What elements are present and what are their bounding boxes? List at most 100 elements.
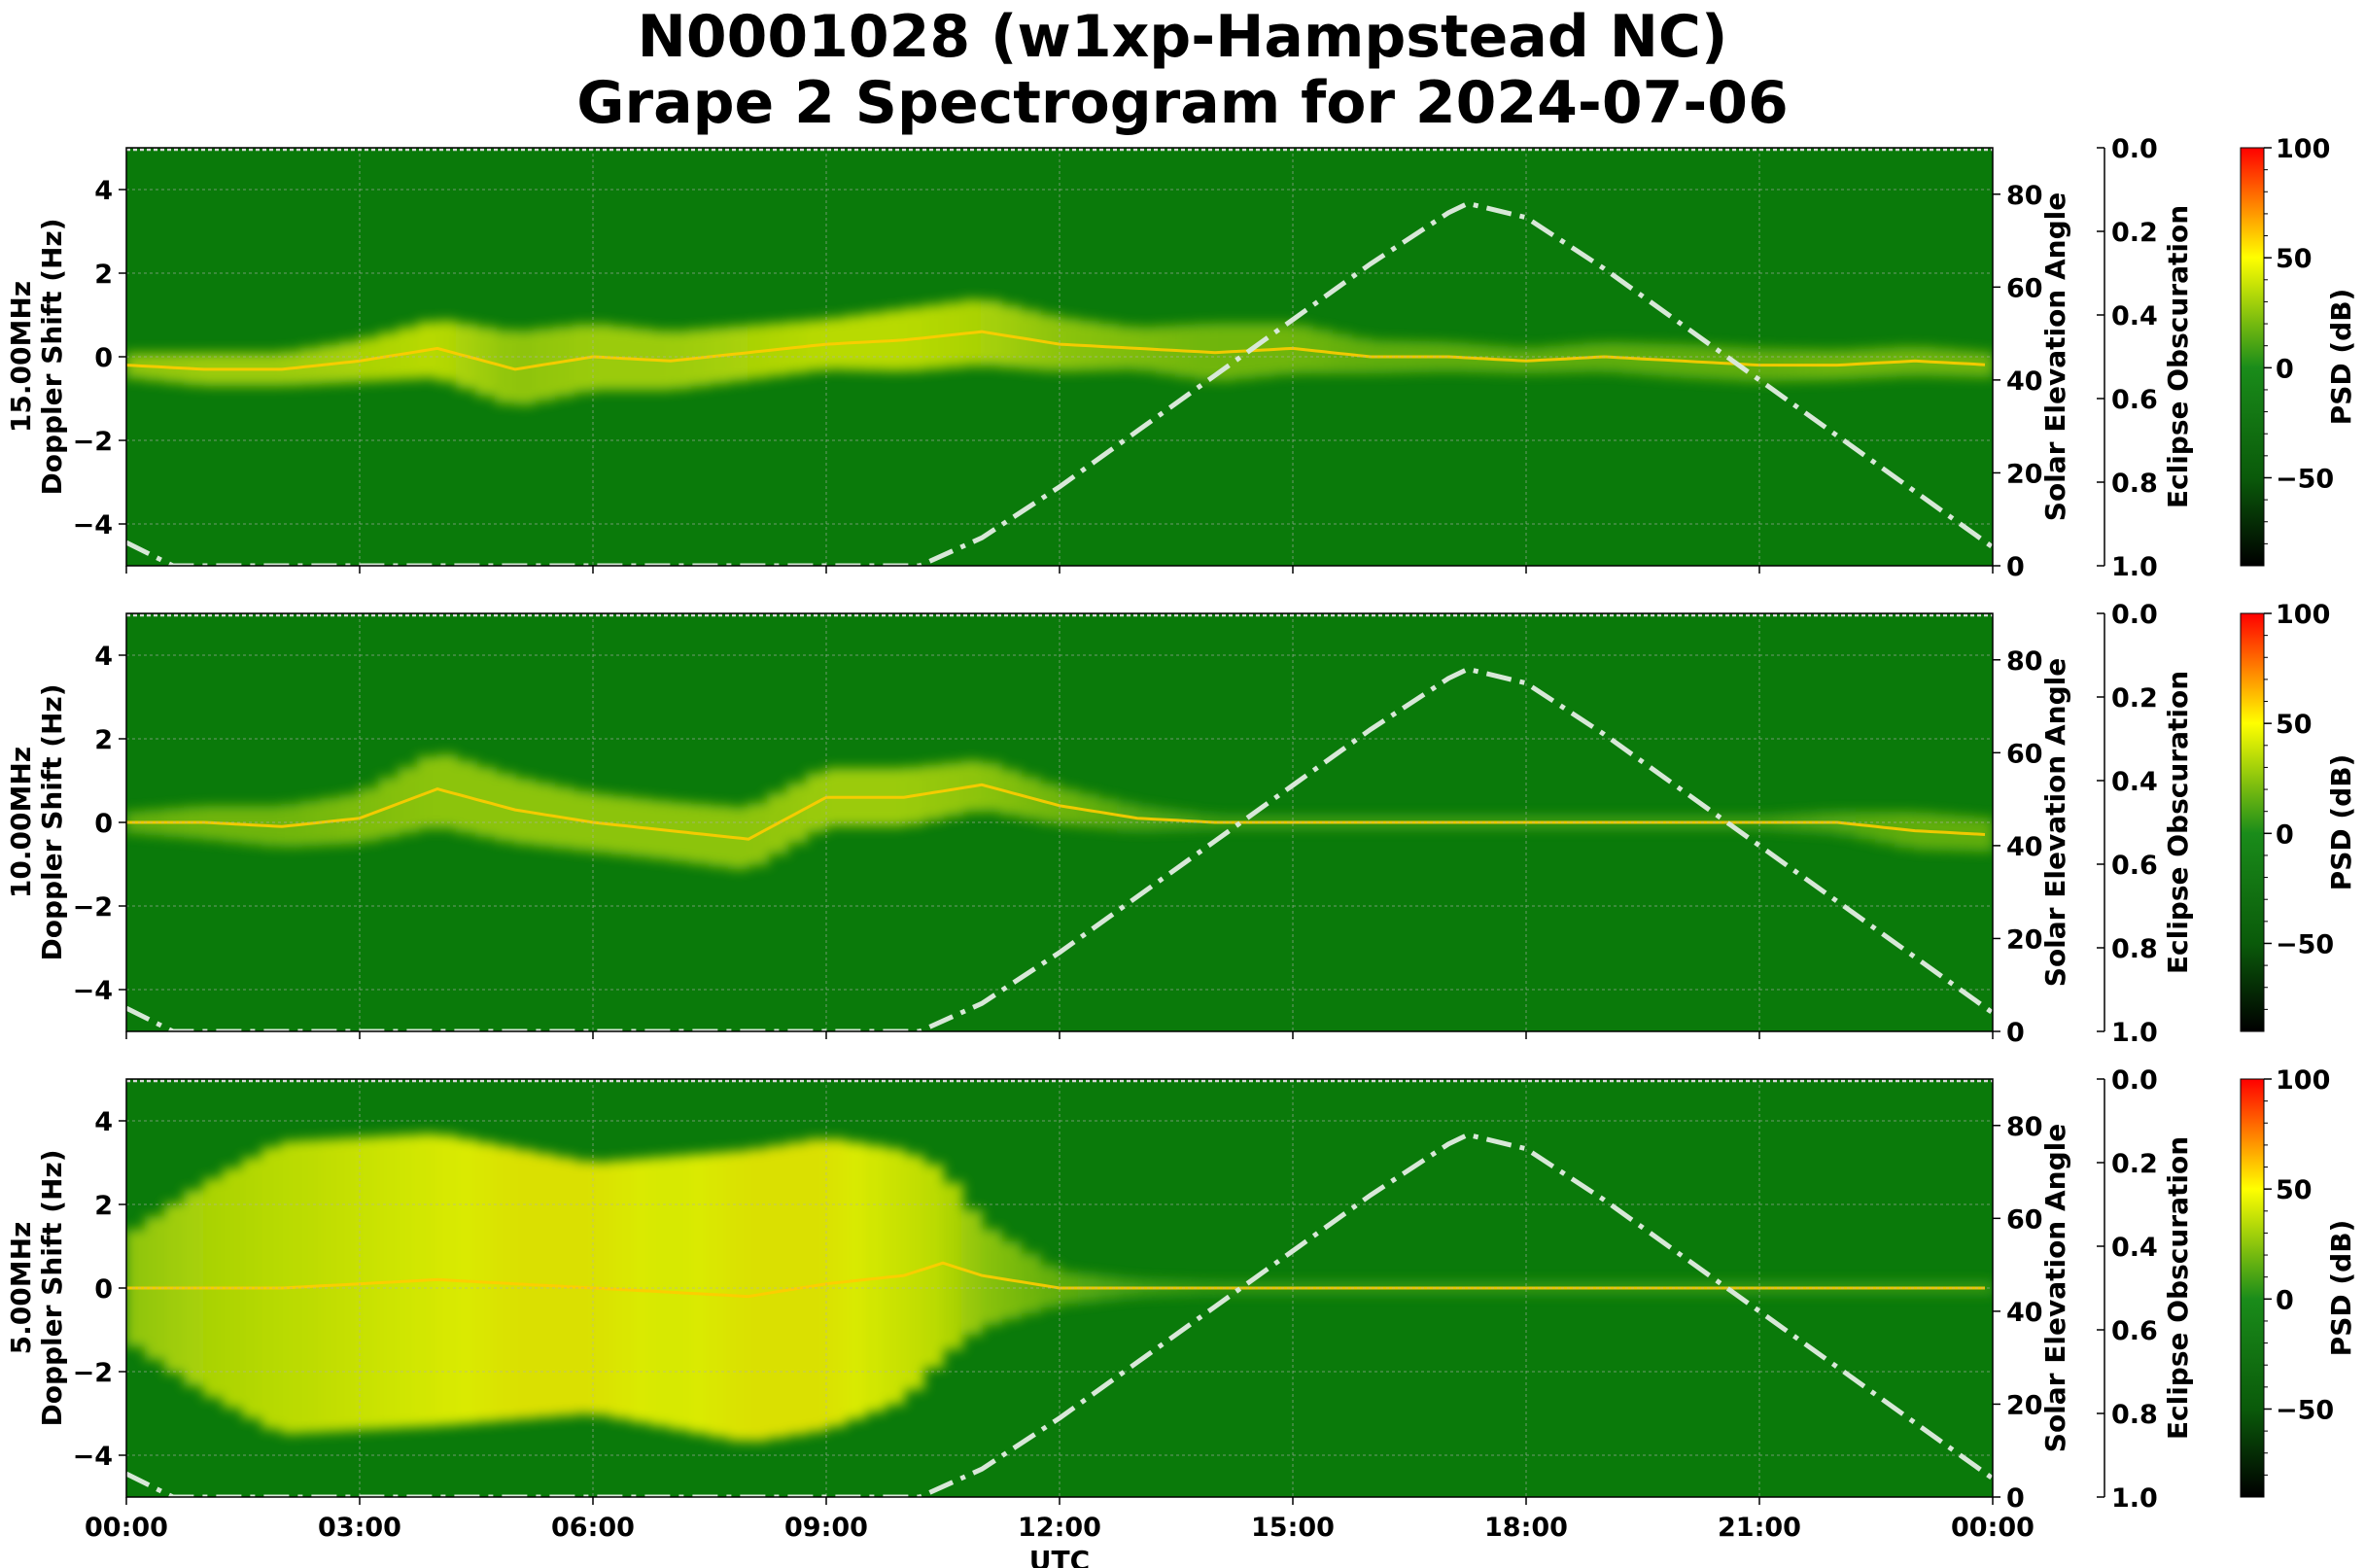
solar-tick-label: 20 xyxy=(2006,459,2043,489)
y-tick-label: −4 xyxy=(73,1442,113,1472)
y-tick-label: 2 xyxy=(94,260,113,290)
solar-tick-label: 0 xyxy=(2006,1483,2025,1514)
colorbar-tick-label: 100 xyxy=(2276,134,2330,164)
eclipse-obscuration-axis-label: Eclipse Obscuration xyxy=(2162,671,2194,974)
psd-colorbar xyxy=(2240,1078,2265,1498)
eclipse-tick-label: 1.0 xyxy=(2111,1483,2158,1514)
solar-tick-label: 20 xyxy=(2006,924,2043,955)
solar-elevation-axis-label: Solar Elevation Angle xyxy=(2039,192,2071,521)
colorbar-label: PSD (dB) xyxy=(2325,289,2357,426)
solar-elevation-axis-label: Solar Elevation Angle xyxy=(2039,1124,2071,1452)
eclipse-tick-label: 0.8 xyxy=(2111,934,2158,964)
doppler-axis-label: Doppler Shift (Hz) xyxy=(36,1149,68,1426)
x-tick-label: 09:00 xyxy=(784,1513,868,1543)
eclipse-tick-label: 0.6 xyxy=(2111,385,2158,415)
eclipse-tick-label: 0.0 xyxy=(2111,134,2158,164)
y-tick-label: 0 xyxy=(94,1274,113,1305)
colorbar-tick-label: 0 xyxy=(2276,354,2294,384)
x-tick-label: 15:00 xyxy=(1251,1513,1335,1543)
spectrogram-panel-3: −4 −2 0 2 4 5.00MHz Doppler Shift (Hz) 00:00 03:… xyxy=(5,1065,2357,1568)
eclipse-tick-label: 0.4 xyxy=(2111,1233,2158,1263)
solar-elevation-axis-label: Solar Elevation Angle xyxy=(2039,658,2071,987)
x-axis-label: UTC xyxy=(1029,1545,1090,1568)
y-tick-label: 4 xyxy=(94,1107,113,1137)
eclipse-tick-label: 0.8 xyxy=(2111,1400,2158,1430)
doppler-trace-line xyxy=(126,330,1986,371)
colorbar-tick-label: −50 xyxy=(2276,929,2334,959)
eclipse-tick-label: 1.0 xyxy=(2111,552,2158,582)
doppler-axis-label: Doppler Shift (Hz) xyxy=(36,218,68,495)
eclipse-tick-label: 0.2 xyxy=(2111,1149,2158,1179)
eclipse-tick-label: 0.4 xyxy=(2111,301,2158,331)
x-tick-label: 18:00 xyxy=(1484,1513,1568,1543)
eclipse-tick-label: 1.0 xyxy=(2111,1018,2158,1048)
eclipse-tick-label: 0.0 xyxy=(2111,1065,2158,1096)
y-tick-label: 2 xyxy=(94,725,113,755)
colorbar-tick-label: 50 xyxy=(2276,244,2313,274)
solar-tick-label: 20 xyxy=(2006,1390,2043,1420)
y-tick-label: 2 xyxy=(94,1191,113,1221)
colorbar-tick-label: 50 xyxy=(2276,1175,2313,1205)
doppler-signal xyxy=(126,299,1993,405)
solar-tick-label: 40 xyxy=(2006,832,2043,862)
colorbar-label: PSD (dB) xyxy=(2325,1220,2357,1357)
solar-tick-label: 60 xyxy=(2006,1204,2043,1235)
colorbar-tick-label: 100 xyxy=(2276,1065,2330,1096)
colorbar-tick-label: −50 xyxy=(2276,1395,2334,1425)
y-tick-label: −2 xyxy=(73,892,113,923)
grid-lines xyxy=(125,1079,1994,1497)
y-tick-label: −4 xyxy=(73,510,113,540)
y-tick-label: 0 xyxy=(94,343,113,373)
solar-tick-label: 60 xyxy=(2006,739,2043,769)
colorbar-tick-label: −50 xyxy=(2276,464,2334,494)
y-tick-label: −2 xyxy=(73,427,113,457)
solar-tick-label: 80 xyxy=(2006,1112,2043,1142)
doppler-signal xyxy=(126,1133,1993,1442)
eclipse-tick-label: 0.6 xyxy=(2111,1316,2158,1346)
colorbar-tick-label: 0 xyxy=(2276,1285,2294,1315)
solar-tick-label: 0 xyxy=(2006,1018,2025,1048)
y-tick-label: 4 xyxy=(94,642,113,672)
panel-frequency-label: 15.00MHz xyxy=(5,281,37,433)
x-tick-label: 00:00 xyxy=(1951,1513,2035,1543)
x-tick-label: 00:00 xyxy=(85,1513,168,1543)
doppler-axis-label: Doppler Shift (Hz) xyxy=(36,683,68,960)
y-tick-label: 4 xyxy=(94,176,113,206)
spectrogram-panel-1: −4 −2 0 2 4 15.00MHz Doppler Shift (Hz) 0 20 40 60… xyxy=(5,134,2357,582)
doppler-trace-line xyxy=(126,783,1986,841)
solar-tick-label: 40 xyxy=(2006,366,2043,397)
panel-frequency-label: 10.00MHz xyxy=(5,747,37,898)
eclipse-obscuration-axis-label: Eclipse Obscuration xyxy=(2162,1136,2194,1440)
colorbar-tick-label: 0 xyxy=(2276,819,2294,850)
psd-colorbar xyxy=(2240,147,2265,567)
eclipse-tick-label: 0.2 xyxy=(2111,683,2158,714)
grid-lines xyxy=(125,613,1994,1031)
solar-elevation-line xyxy=(126,1132,1993,1497)
eclipse-obscuration-axis-label: Eclipse Obscuration xyxy=(2162,205,2194,508)
doppler-trace-line xyxy=(126,1261,1985,1299)
eclipse-tick-label: 0.0 xyxy=(2111,600,2158,630)
y-tick-label: 0 xyxy=(94,809,113,839)
spectrogram-panel-2: −4 −2 0 2 4 10.00MHz Doppler Shift (Hz) 0 20 40 60… xyxy=(5,600,2357,1048)
colorbar-tick-label: 100 xyxy=(2276,600,2330,630)
x-tick-label: 12:00 xyxy=(1018,1513,1101,1543)
y-tick-label: −4 xyxy=(73,976,113,1006)
solar-tick-label: 0 xyxy=(2006,552,2025,582)
x-tick-label: 03:00 xyxy=(318,1513,401,1543)
eclipse-tick-label: 0.2 xyxy=(2111,218,2158,248)
eclipse-tick-label: 0.4 xyxy=(2111,767,2158,797)
solar-elevation-line xyxy=(126,200,1993,566)
chart-title: N0001028 (w1xp-Hampstead NC) Grape 2 Spe… xyxy=(0,4,2365,136)
colorbar-label: PSD (dB) xyxy=(2325,754,2357,891)
x-tick-label: 21:00 xyxy=(1718,1513,1801,1543)
solar-tick-label: 60 xyxy=(2006,273,2043,303)
x-tick-label: 06:00 xyxy=(551,1513,635,1543)
solar-tick-label: 80 xyxy=(2006,646,2043,677)
eclipse-tick-label: 0.6 xyxy=(2111,851,2158,881)
colorbar-tick-label: 50 xyxy=(2276,710,2313,740)
title-line-station: N0001028 (w1xp-Hampstead NC) xyxy=(637,3,1728,71)
grid-lines xyxy=(125,148,1994,566)
psd-colorbar xyxy=(2240,612,2265,1032)
solar-tick-label: 40 xyxy=(2006,1298,2043,1328)
